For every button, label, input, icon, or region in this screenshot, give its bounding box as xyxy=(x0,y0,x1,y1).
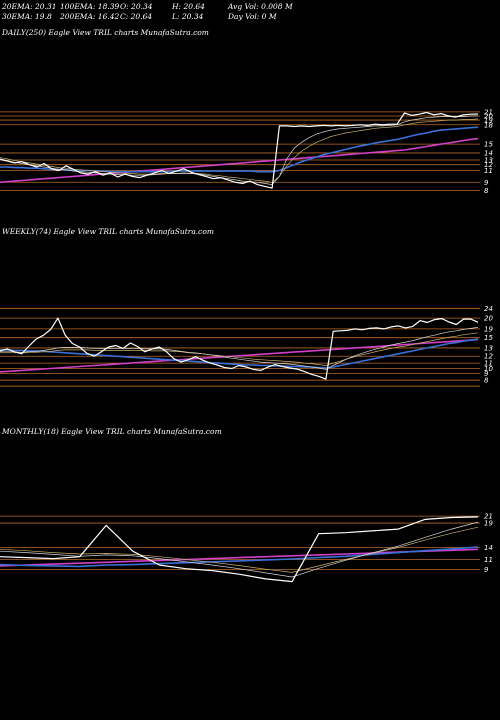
y-tick-label: 18 xyxy=(484,121,493,129)
ema20-stat: 20EMA: 20.31 xyxy=(2,2,57,11)
ema30-stat: 30EMA: 19.8 xyxy=(2,12,52,21)
y-tick-label: 14 xyxy=(484,149,493,157)
ema30-series-line xyxy=(0,526,479,573)
day-vol-stat: Day Vol: 0 M xyxy=(228,12,277,21)
ema200-series-line xyxy=(0,137,479,184)
monthly-chart-title: MONTHLY(18) Eagle View TRIL charts Munaf… xyxy=(2,427,222,436)
y-tick-label: 19 xyxy=(484,325,493,333)
y-tick-label: 8 xyxy=(484,377,489,385)
daily-chart-title: DAILY(250) Eagle View TRIL charts Munafa… xyxy=(2,28,209,37)
high-stat: H: 20.64 xyxy=(172,2,205,11)
y-tick-label: 14 xyxy=(484,544,493,552)
price-series-line xyxy=(0,516,479,583)
y-tick-label: 24 xyxy=(484,305,493,313)
ema100-series-line xyxy=(0,126,479,173)
ema30-series-line xyxy=(0,332,479,366)
y-tick-label: 11 xyxy=(484,556,493,564)
y-tick-label: 21 xyxy=(484,108,493,116)
ema100-series-line xyxy=(0,546,479,568)
y-tick-label: 12 xyxy=(484,161,493,169)
y-tick-label: 11 xyxy=(484,167,493,175)
y-tick-label: 10 xyxy=(484,365,493,373)
y-tick-label: 12 xyxy=(484,353,493,361)
price-series-line xyxy=(0,111,479,189)
ema30-series-line xyxy=(0,118,479,183)
ema200-series-line xyxy=(0,338,479,373)
avg-vol-stat: Avg Vol: 0.008 M xyxy=(228,2,293,11)
price-series-line xyxy=(0,317,479,380)
ema200-stat: 200EMA: 16.42 xyxy=(60,12,120,21)
ema100-series-line xyxy=(0,338,479,369)
y-tick-label: 9 xyxy=(484,179,489,187)
y-tick-label: 19 xyxy=(484,520,493,528)
y-tick-label: 15 xyxy=(484,141,493,149)
y-tick-label: 9 xyxy=(484,370,489,378)
ema100-stat: 100EMA: 18.39 xyxy=(60,2,120,11)
close-stat: C: 20.64 xyxy=(120,12,153,21)
y-tick-label: 15 xyxy=(484,334,493,342)
low-stat: L: 20.34 xyxy=(172,12,204,21)
stats-header: 20EMA: 20.31 100EMA: 18.39 O: 20.34 H: 2… xyxy=(0,0,500,22)
y-tick-label: 13 xyxy=(484,156,493,164)
ema20-series-line xyxy=(0,521,479,578)
y-tick-label: 21 xyxy=(484,513,493,521)
y-tick-label: 19 xyxy=(484,117,493,125)
y-tick-label: 20 xyxy=(484,112,493,120)
y-tick-label: 11 xyxy=(484,360,493,368)
y-tick-label: 13 xyxy=(484,344,493,352)
y-tick-label: 8 xyxy=(484,187,489,195)
weekly-chart-title: WEEKLY(74) Eagle View TRIL charts Munafa… xyxy=(2,227,215,236)
y-tick-label: 20 xyxy=(484,315,493,323)
open-stat: O: 20.34 xyxy=(120,2,153,11)
ema20-series-line xyxy=(0,115,479,185)
y-tick-label: 9 xyxy=(484,566,489,574)
